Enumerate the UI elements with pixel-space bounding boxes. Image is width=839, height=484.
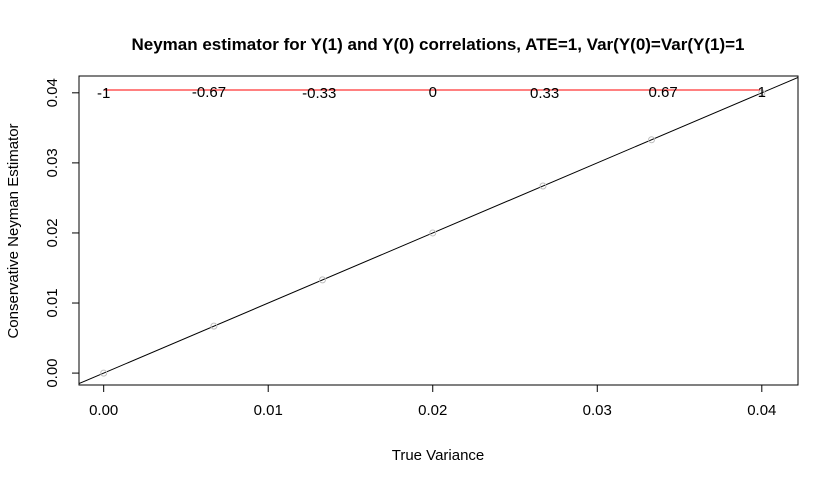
y-tick-label: 0.01 [44,288,61,317]
plot-frame [78,75,799,386]
x-tick-label: 0.03 [583,402,612,419]
data-point [648,136,656,144]
data-point [758,89,766,97]
x-tick-label: 0.04 [747,402,776,419]
y-axis-label: Conservative Neyman Estimator [5,123,22,338]
y-tick-label: 0.04 [44,78,61,107]
y-tick-label: 0.00 [44,358,61,387]
data-point [210,322,218,330]
x-tick-label: 0.02 [418,402,447,419]
correlation-label: -0.33 [302,85,336,102]
correlation-label: 1 [758,84,766,101]
chart-title: Neyman estimator for Y(1) and Y(0) corre… [131,35,744,54]
correlation-label: -1 [97,85,110,102]
y-axis: 0.00 0.01 0.02 0.03 0.04 [44,78,79,388]
data-point [319,276,327,284]
y-tick-label: 0.03 [44,148,61,177]
x-tick-label: 0.01 [254,402,283,419]
correlation-label: 0 [429,84,437,101]
x-axis: 0.00 0.01 0.02 0.03 0.04 [89,385,776,419]
data-point [539,182,547,190]
data-point [429,229,437,237]
correlation-label: -0.67 [192,84,226,101]
correlation-label: 0.67 [648,84,677,101]
correlation-label: 0.33 [530,85,559,102]
y-tick-label: 0.02 [44,218,61,247]
x-tick-label: 0.00 [89,402,118,419]
data-point [100,369,108,377]
x-axis-label: True Variance [392,447,485,464]
annotations: -1 -0.67 -0.33 0 0.33 0.67 1 [97,84,766,102]
reference-line [79,76,798,385]
